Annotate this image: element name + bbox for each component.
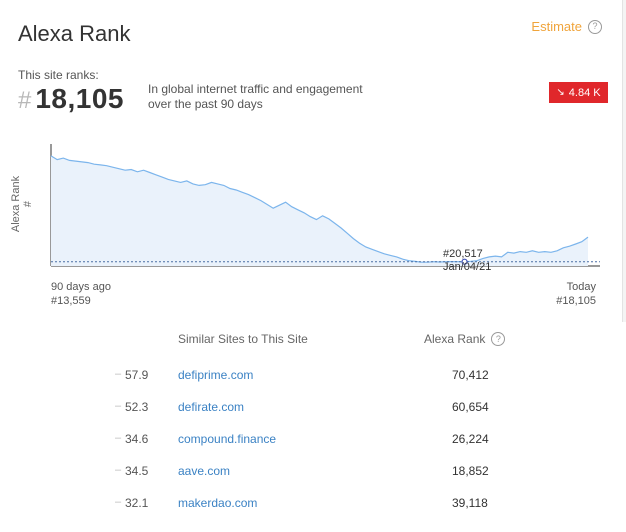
alexa-rank-header: Alexa Rank ? [424,332,506,346]
estimate-link[interactable]: Estimate ? [531,19,602,34]
overlap-score: 32.1 [125,496,149,510]
rank-value: 18,105 [35,83,124,114]
similar-site-row: –34.6 compound.finance 26,224 [0,432,626,452]
overlap-bar-icon: – [115,432,122,444]
similar-site-link[interactable]: defiprime.com [178,368,254,382]
rank-line [50,155,589,263]
similar-site-rank: 70,412 [452,368,489,382]
tooltip-marker [461,258,468,265]
similar-site-link[interactable]: aave.com [178,464,231,478]
similar-sites-section: Similar Sites to This Site Alexa Rank ? … [0,322,626,532]
alexa-rank-card: Alexa Rank Estimate ? This site ranks: #… [0,0,623,322]
x-start: 90 days ago #13,559 [51,280,111,308]
question-circle-icon[interactable]: ? [588,19,602,34]
similar-site-row: –57.9 defiprime.com 70,412 [0,368,626,388]
overlap-bar-icon: – [115,368,122,380]
tooltip-date: Jan/04/21 [443,261,492,273]
similar-site-link[interactable]: defirate.com [178,400,245,414]
overlap-score: 34.6 [125,432,149,446]
estimate-label[interactable]: Estimate [531,19,582,34]
question-circle-icon[interactable]: ? [491,332,506,346]
y-axis-label: Alexa Rank # [10,175,34,233]
global-rank: # 18,105 [18,83,124,115]
alexa-rank-chart [50,144,600,267]
similar-sites-header: Similar Sites to This Site [178,332,308,346]
ranks-label: This site ranks: [18,68,99,82]
similar-site-row: –32.1 makerdao.com 39,118 [0,496,626,516]
rank-hash: # [18,87,32,114]
similar-site-rank: 26,224 [452,432,489,446]
trend-down-arrow-icon: ↘ [556,87,565,98]
x-start-label: 90 days ago [51,281,111,293]
similar-site-rank: 18,852 [452,464,489,478]
overlap-bar-icon: – [115,464,122,476]
similar-site-rank: 60,654 [452,400,489,414]
delta-value: 4.84 K [568,86,601,99]
similar-site-row: –52.3 defirate.com 60,654 [0,400,626,420]
similar-site-link[interactable]: makerdao.com [178,496,258,510]
rank-description: In global internet traffic and engagemen… [148,82,363,111]
overlap-score: 34.5 [125,464,149,478]
x-start-value: #13,559 [51,295,91,307]
overlap-bar-icon: – [115,400,122,412]
alexa-rank-header-label: Alexa Rank [424,332,486,346]
overlap-bar-icon: – [115,496,122,508]
x-end-value: #18,105 [556,295,596,307]
card-title: Alexa Rank [18,21,131,46]
overlap-score: 57.9 [125,368,149,382]
similar-site-link[interactable]: compound.finance [178,432,277,446]
similar-site-row: –34.5 aave.com 18,852 [0,464,626,484]
similar-site-rank: 39,118 [452,496,488,510]
x-end-label: Today [566,281,596,293]
overlap-score: 52.3 [125,400,149,414]
area-fill [51,155,588,266]
rank-delta-badge: ↘ 4.84 K [549,82,608,103]
x-end: Today #18,105 [556,280,596,308]
tooltip-rank: #20,517 [443,248,483,260]
